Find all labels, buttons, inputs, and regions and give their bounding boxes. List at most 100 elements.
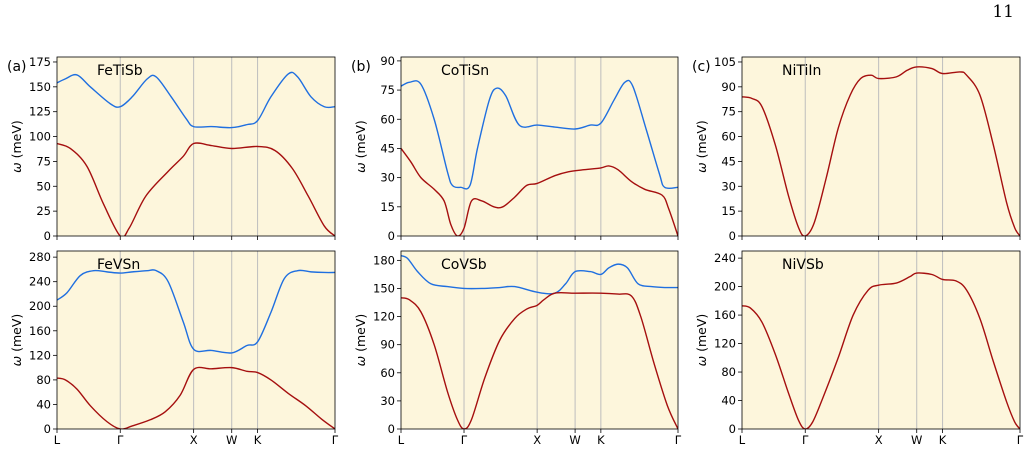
x-tick-label: W (911, 433, 922, 447)
x-tick-label: Γ (117, 433, 124, 447)
y-tick-label: 90 (380, 338, 395, 352)
x-tick-label: K (939, 433, 947, 447)
x-tick-label: Γ (802, 433, 809, 447)
y-tick-label: 40 (36, 397, 51, 411)
y-axis-label: ω (meV) (353, 314, 368, 367)
plot-background (57, 57, 335, 236)
panel-label: (b) (351, 59, 371, 75)
acoustic-branch-line (57, 366, 335, 429)
y-tick-label: 0 (388, 229, 395, 243)
y-tick-label: 60 (380, 112, 395, 126)
y-tick-label: 120 (29, 348, 51, 362)
y-tick-label: 30 (721, 179, 736, 193)
y-tick-label: 80 (721, 365, 736, 379)
y-tick-label: 0 (729, 229, 736, 243)
axes-frame (56, 56, 336, 237)
y-tick-label: 200 (29, 299, 51, 313)
x-tick-label: X (533, 433, 541, 447)
y-axis-label: ω (meV) (9, 314, 24, 367)
page-number: 11 (992, 2, 1014, 22)
y-axis-label: ω (meV) (694, 120, 709, 173)
plot-background (401, 251, 678, 429)
y-tick-label: 160 (29, 324, 51, 338)
y-tick-label: 240 (714, 251, 736, 265)
y-tick-label: 60 (721, 130, 736, 144)
x-tick-label: K (254, 433, 262, 447)
compound-title: FeTiSb (97, 63, 143, 79)
y-tick-label: 0 (44, 422, 51, 436)
y-tick-label: 0 (44, 229, 51, 243)
y-tick-label: 100 (29, 130, 51, 144)
y-tick-label: 150 (29, 80, 51, 94)
acoustic-branch-line (401, 291, 678, 429)
axes-frame (56, 250, 336, 430)
plot-background (401, 57, 678, 236)
plot-background (742, 251, 1020, 429)
y-tick-label: 0 (388, 422, 395, 436)
acoustic-branch-line (57, 142, 335, 236)
acoustic-branch-line (401, 148, 678, 236)
x-tick-label: W (226, 433, 237, 447)
y-tick-label: 105 (714, 55, 736, 69)
optical-branch-line (401, 79, 678, 190)
y-axis-label: ω (meV) (694, 314, 709, 367)
x-tick-label: X (875, 433, 883, 447)
panel-label: (c) (692, 59, 711, 75)
panel-covsb: 0 30 60 90 120 150 180 L Γ X W K Γω (meV) CoVSb (353, 250, 682, 447)
panel-cotisn: 0 15 30 45 60 75 90 ω (meV) CoTiSn (b) (351, 54, 679, 243)
y-tick-label: 90 (380, 54, 395, 68)
y-axis-label: ω (meV) (9, 120, 24, 173)
y-tick-label: 15 (380, 200, 395, 214)
x-tick-label: L (398, 433, 405, 447)
y-tick-label: 180 (373, 253, 395, 267)
x-tick-label: Γ (332, 433, 339, 447)
plot-background (57, 251, 335, 429)
y-tick-label: 0 (729, 422, 736, 436)
acoustic-branch-line (742, 66, 1020, 236)
acoustic-branch-line (742, 272, 1020, 429)
y-tick-label: 175 (29, 55, 51, 69)
optical-branch-line (57, 269, 335, 354)
panel-nivsb: 0 40 80 120 160 200 240 L Γ X W K Γω (meV) NiVSb (694, 250, 1024, 447)
y-tick-label: 80 (36, 373, 51, 387)
y-tick-label: 240 (29, 275, 51, 289)
compound-title: CoTiSn (441, 63, 489, 79)
y-tick-label: 75 (721, 105, 736, 119)
compound-title: CoVSb (441, 257, 487, 273)
axes-frame (741, 250, 1021, 430)
x-tick-label: Γ (461, 433, 468, 447)
y-tick-label: 90 (721, 80, 736, 94)
y-axis-label: ω (meV) (353, 120, 368, 173)
x-tick-label: Γ (675, 433, 682, 447)
x-tick-label: W (569, 433, 580, 447)
y-tick-label: 150 (373, 281, 395, 295)
plot-background (742, 57, 1020, 236)
y-tick-label: 120 (373, 310, 395, 324)
x-tick-label: X (190, 433, 198, 447)
optical-branch-line (401, 255, 678, 295)
y-tick-label: 60 (380, 366, 395, 380)
y-tick-label: 45 (380, 141, 395, 155)
x-tick-label: L (739, 433, 746, 447)
compound-title: NiVSb (782, 257, 824, 273)
y-tick-label: 280 (29, 250, 51, 264)
panel-nitiin: 0 15 30 45 60 75 90 105 ω (meV) NiTiIn (c) (692, 55, 1021, 243)
y-tick-label: 200 (714, 280, 736, 294)
y-tick-label: 50 (36, 179, 51, 193)
y-tick-label: 25 (36, 204, 51, 218)
x-tick-label: Γ (1017, 433, 1024, 447)
panel-label: (a) (7, 59, 27, 75)
panel-fevsn: 0 40 80 120 160 200 240 280 L Γ X W K Γω (meV) FeVSn (9, 250, 339, 447)
axes-frame (400, 250, 679, 430)
y-tick-label: 15 (721, 204, 736, 218)
y-tick-label: 75 (380, 83, 395, 97)
compound-title: FeVSn (97, 257, 140, 273)
y-tick-label: 40 (721, 394, 736, 408)
y-tick-label: 160 (714, 308, 736, 322)
y-tick-label: 75 (36, 154, 51, 168)
y-tick-label: 45 (721, 154, 736, 168)
compound-title: NiTiIn (782, 63, 821, 79)
axes-frame (741, 56, 1021, 237)
panel-fetisb: 0 25 50 75 100 125 150 175 ω (meV) FeTiSb (a) (7, 55, 336, 243)
